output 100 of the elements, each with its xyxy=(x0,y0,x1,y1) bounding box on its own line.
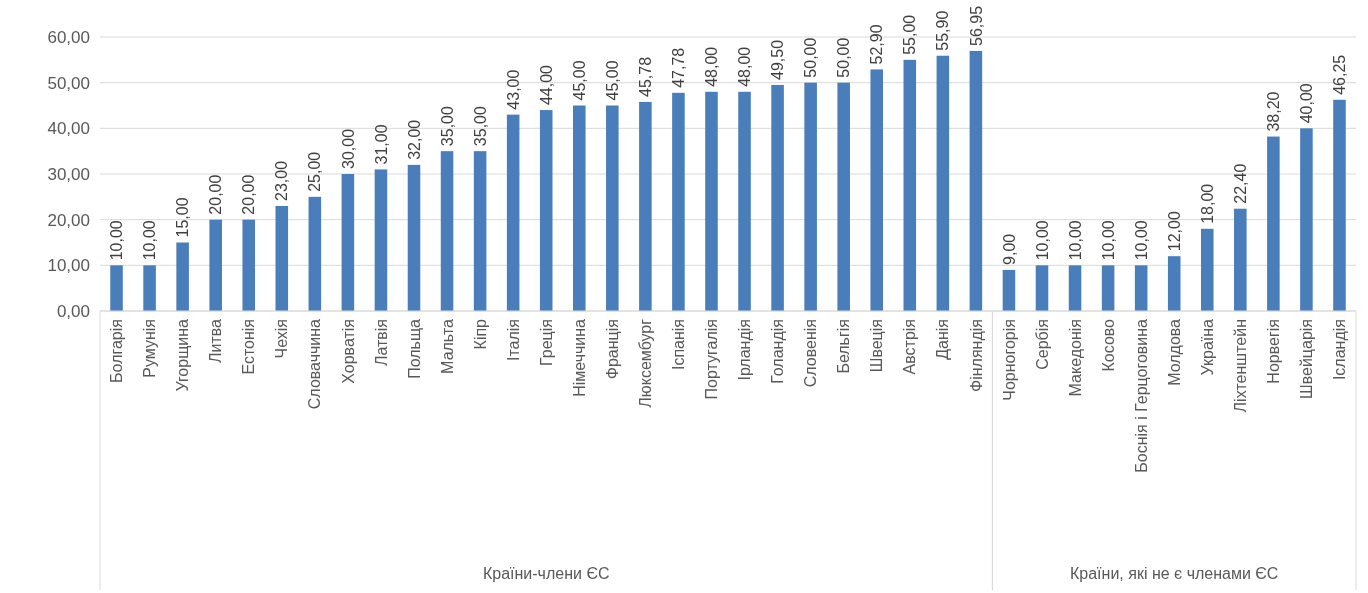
data-label: 23,00 xyxy=(273,160,291,201)
x-tick-label: Чехія xyxy=(273,319,291,359)
bar xyxy=(837,82,850,311)
x-tick-label: Боснія і Герцоговина xyxy=(1132,318,1150,473)
bar xyxy=(1200,228,1214,311)
bar xyxy=(374,169,388,311)
x-tick-label: Словенія xyxy=(802,319,820,388)
data-label: 47,78 xyxy=(670,47,688,88)
data-label: 44,00 xyxy=(537,64,555,106)
x-tick-label: Чорногорія xyxy=(1000,319,1018,401)
bar xyxy=(771,84,784,311)
bar xyxy=(506,114,520,311)
bar xyxy=(110,265,123,311)
bar xyxy=(870,69,884,311)
y-tick-label: 50,00 xyxy=(47,73,90,93)
data-label: 10,00 xyxy=(108,220,126,261)
x-tick-label: Румунія xyxy=(141,319,159,378)
x-tick-label: Ірландія xyxy=(736,319,754,381)
x-tick-label: Італія xyxy=(504,319,522,362)
x-tick-label: Косово xyxy=(1099,318,1117,372)
bar xyxy=(903,59,917,311)
data-label: 45,00 xyxy=(603,60,621,101)
x-tick-label: Латвія xyxy=(372,319,390,367)
x-tick-label: Данія xyxy=(934,319,952,360)
data-label: 10,00 xyxy=(141,220,159,261)
x-tick-label: Фінляндія xyxy=(967,319,985,392)
data-label: 20,00 xyxy=(207,174,225,215)
x-tick-label: Естонія xyxy=(240,319,258,375)
data-label: 52,90 xyxy=(868,24,886,65)
x-tick-label: Словаччина xyxy=(306,318,324,410)
data-label: 55,00 xyxy=(901,14,919,55)
x-tick-label: Болгарія xyxy=(108,319,126,383)
data-label: 48,00 xyxy=(703,46,721,87)
bar xyxy=(1234,208,1247,311)
x-tick-label: Ліхтенштейн xyxy=(1231,319,1249,413)
data-label: 50,00 xyxy=(802,37,820,78)
data-label: 31,00 xyxy=(372,124,390,165)
data-label: 10,00 xyxy=(1066,220,1084,261)
bar xyxy=(1134,265,1148,311)
x-tick-label: Сербія xyxy=(1033,319,1051,370)
bar xyxy=(1267,136,1280,311)
bar xyxy=(308,196,322,311)
x-tick-label: Бельгія xyxy=(835,319,853,374)
x-tick-label: Португалія xyxy=(703,319,721,400)
x-tick-label: Польща xyxy=(405,318,423,379)
data-label: 12,00 xyxy=(1165,211,1183,252)
x-tick-label: Литва xyxy=(207,318,225,363)
x-tick-label: Мальта xyxy=(438,318,456,374)
bar xyxy=(572,105,586,311)
data-label: 15,00 xyxy=(174,197,192,238)
data-label: 9,00 xyxy=(1000,233,1018,265)
x-tick-label: Австрія xyxy=(901,319,919,375)
x-tick-label: Греція xyxy=(537,319,555,366)
x-tick-label: Іспанія xyxy=(670,319,688,371)
data-label: 50,00 xyxy=(835,37,853,78)
bar xyxy=(407,164,421,311)
data-label: 10,00 xyxy=(1099,220,1117,261)
x-tick-label: Молдова xyxy=(1165,318,1183,386)
data-label: 40,00 xyxy=(1298,83,1316,124)
data-label: 55,90 xyxy=(934,10,952,51)
bar xyxy=(606,105,619,311)
data-label: 45,00 xyxy=(570,60,588,101)
x-tick-label: Македонія xyxy=(1066,319,1084,397)
data-label: 10,00 xyxy=(1132,220,1150,261)
bar xyxy=(341,174,355,311)
data-label: 48,00 xyxy=(736,46,754,87)
x-tick-label: Люксембург xyxy=(636,318,654,408)
x-tick-label: Україна xyxy=(1198,318,1216,376)
data-label: 46,25 xyxy=(1331,54,1349,95)
bar xyxy=(440,151,454,311)
bar xyxy=(672,92,685,311)
y-tick-label: 10,00 xyxy=(47,256,90,276)
x-tick-label: Швейцарія xyxy=(1298,319,1316,399)
data-label: 49,50 xyxy=(769,39,787,80)
data-label: 25,00 xyxy=(306,151,324,192)
bar xyxy=(738,91,751,311)
bar xyxy=(1002,269,1016,311)
data-label: 45,78 xyxy=(636,56,654,97)
bar xyxy=(1068,265,1082,311)
bar xyxy=(1101,265,1115,311)
bar xyxy=(209,219,222,311)
bar xyxy=(539,110,553,311)
bar xyxy=(1035,265,1049,311)
data-label: 35,00 xyxy=(471,106,489,147)
x-axis-title: Країни, які не є членами ЄС xyxy=(1070,564,1279,582)
bar xyxy=(1300,128,1313,311)
bar xyxy=(143,265,156,311)
bar xyxy=(1167,256,1181,311)
y-tick-label: 60,00 xyxy=(47,27,90,47)
y-tick-label: 40,00 xyxy=(47,119,90,139)
data-label: 30,00 xyxy=(339,128,357,169)
x-tick-label: Хорватія xyxy=(339,319,357,384)
data-label: 22,40 xyxy=(1231,163,1249,204)
bar xyxy=(242,219,256,311)
data-label: 18,00 xyxy=(1198,183,1216,224)
y-tick-label: 30,00 xyxy=(47,164,90,184)
y-tick-label: 20,00 xyxy=(47,210,90,230)
data-label: 56,95 xyxy=(967,5,985,46)
data-label: 20,00 xyxy=(240,174,258,215)
bar xyxy=(936,55,950,311)
